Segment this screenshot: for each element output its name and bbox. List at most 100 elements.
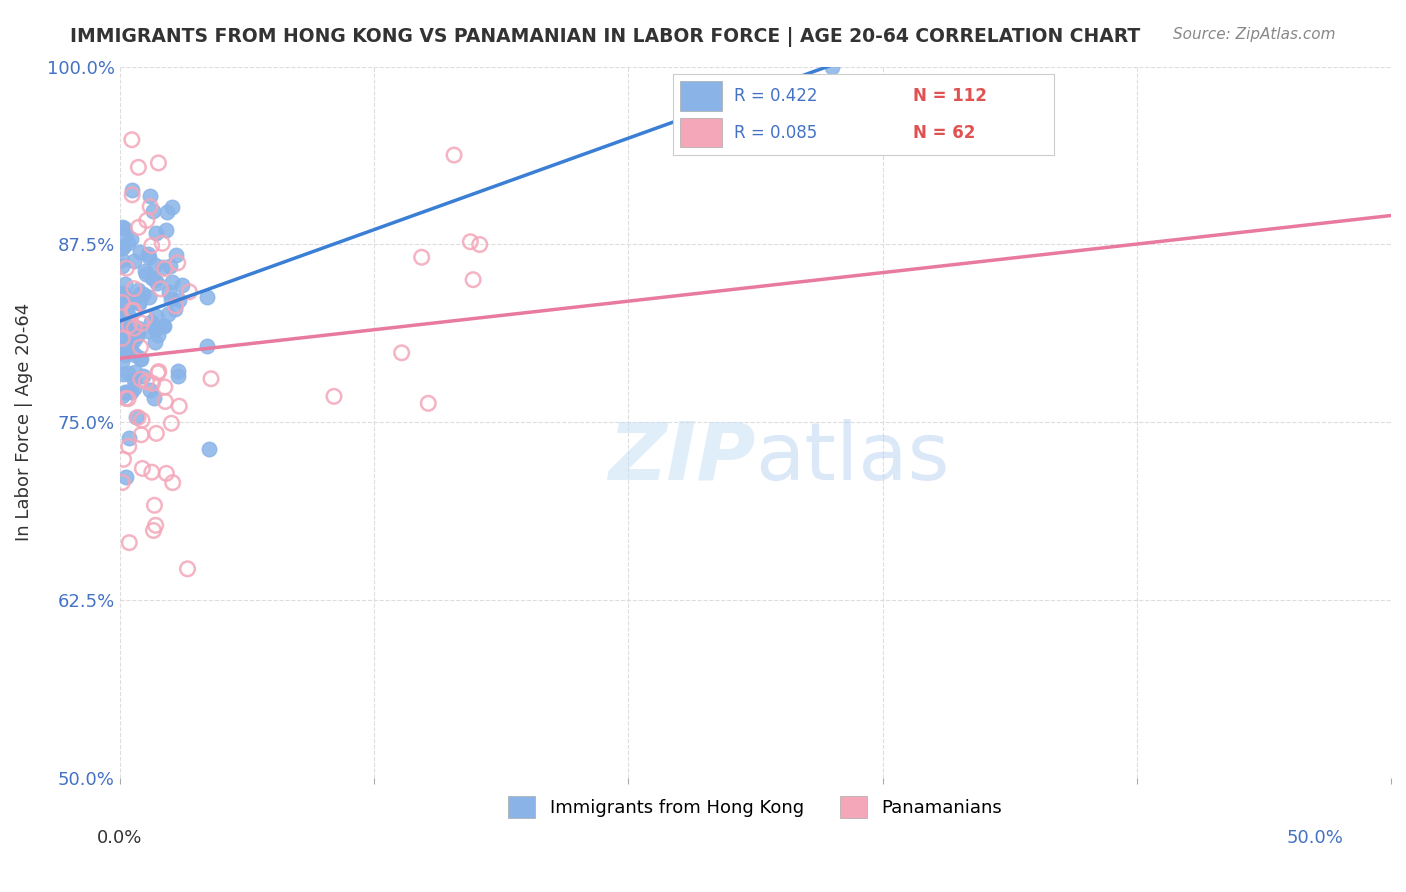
Point (131, 413, 153, 427)
Point (114, 289, 136, 303)
Point (160, 417, 183, 431)
Point (117, 293, 139, 308)
Point (468, 237, 491, 252)
Point (129, 351, 152, 366)
Point (112, 220, 135, 235)
Point (111, 389, 134, 403)
Point (118, 321, 141, 335)
Point (141, 376, 163, 391)
Point (131, 316, 153, 330)
Point (134, 311, 156, 326)
Point (152, 260, 174, 275)
Point (142, 524, 165, 538)
Point (166, 256, 188, 270)
Point (143, 273, 166, 287)
Point (143, 498, 166, 512)
Point (821, 60, 844, 74)
Text: atlas: atlas (755, 418, 949, 497)
Text: Source: ZipAtlas.com: Source: ZipAtlas.com (1173, 27, 1336, 42)
Point (142, 204, 165, 219)
Point (124, 373, 146, 387)
Point (112, 339, 135, 353)
Point (159, 292, 181, 306)
Point (821, 45, 844, 60)
Point (122, 381, 145, 395)
Point (129, 352, 152, 367)
Point (124, 334, 146, 348)
Point (159, 259, 181, 273)
Point (156, 205, 179, 219)
Point (118, 309, 141, 323)
Point (148, 320, 170, 334)
Point (411, 250, 433, 264)
Point (120, 385, 142, 400)
Point (121, 303, 143, 318)
Point (112, 452, 135, 467)
Point (127, 326, 149, 340)
Point (172, 277, 194, 292)
Point (200, 372, 222, 386)
Point (198, 442, 221, 457)
Point (111, 331, 134, 345)
Point (143, 322, 166, 336)
Point (142, 391, 165, 405)
Point (115, 330, 138, 344)
Point (118, 439, 141, 453)
Point (122, 282, 145, 296)
Point (122, 303, 145, 318)
Point (117, 344, 139, 359)
Point (124, 254, 146, 268)
Point (418, 396, 440, 410)
Point (117, 235, 139, 250)
Point (155, 394, 177, 409)
Point (136, 246, 159, 260)
Point (128, 286, 150, 301)
Point (112, 340, 135, 354)
Point (111, 367, 134, 381)
Point (155, 223, 177, 237)
Point (111, 353, 134, 368)
Point (167, 293, 190, 307)
Point (112, 326, 135, 340)
Point (179, 285, 201, 299)
Text: 50.0%: 50.0% (1286, 829, 1343, 847)
Point (114, 347, 136, 361)
Point (141, 238, 163, 252)
Point (124, 365, 146, 379)
Point (148, 327, 170, 342)
Point (115, 332, 138, 346)
Point (117, 341, 139, 355)
Point (121, 182, 143, 196)
Point (117, 392, 139, 406)
Point (323, 389, 346, 403)
Point (121, 133, 143, 147)
Point (157, 307, 180, 321)
Point (111, 259, 134, 273)
Point (135, 267, 157, 281)
Point (114, 277, 136, 292)
Point (152, 319, 174, 334)
Point (121, 294, 143, 309)
Point (118, 535, 141, 549)
Point (157, 285, 180, 300)
Point (135, 213, 157, 227)
Point (138, 250, 160, 264)
Point (149, 282, 172, 296)
Point (111, 241, 134, 255)
Point (165, 248, 187, 262)
Point (115, 294, 138, 309)
Point (127, 283, 149, 297)
Point (111, 313, 134, 327)
Point (111, 306, 134, 320)
Point (111, 337, 134, 351)
Point (115, 301, 138, 316)
Point (129, 427, 152, 442)
Point (132, 368, 155, 383)
Point (155, 467, 177, 481)
Point (114, 391, 136, 405)
Legend: Immigrants from Hong Kong, Panamanians: Immigrants from Hong Kong, Panamanians (501, 789, 1010, 825)
Point (152, 318, 174, 333)
Point (128, 295, 150, 310)
Point (115, 385, 138, 400)
Point (139, 384, 162, 398)
